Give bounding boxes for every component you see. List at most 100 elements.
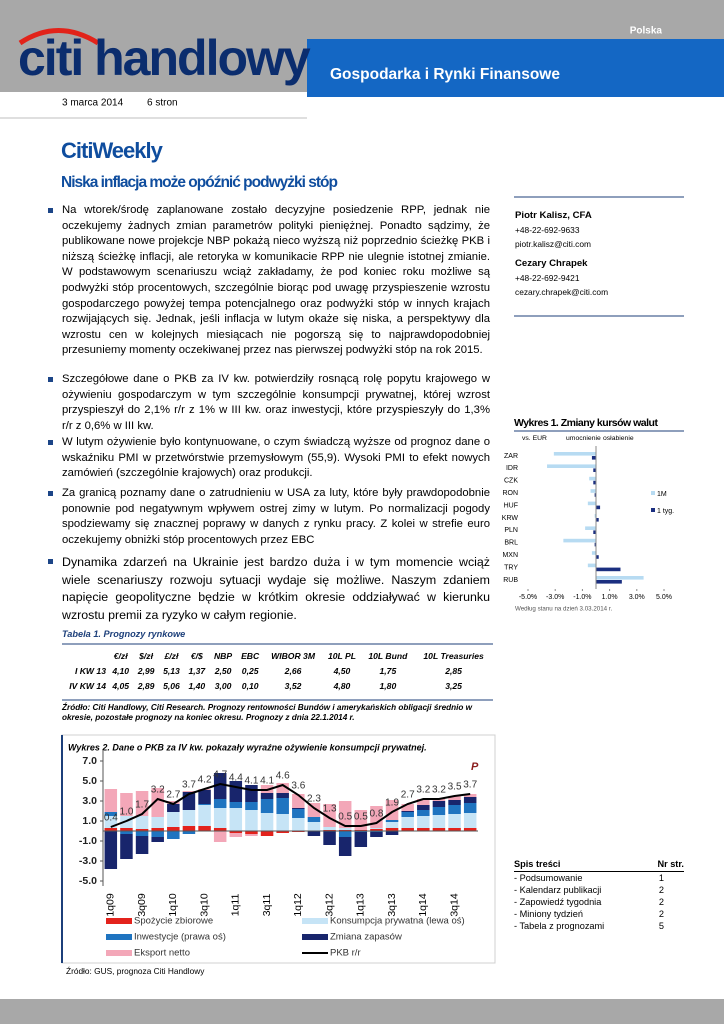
bar-segment — [245, 810, 258, 831]
legend-swatch — [651, 508, 655, 512]
bar — [593, 468, 596, 472]
forecast-table: €/zł $/zł £/zł €/$ NBP EBC WIBOR 3M 10L PL 10L B… — [62, 648, 493, 693]
x-tick-label: 1q11 — [230, 894, 242, 917]
y-tick-label: -1.0 — [79, 835, 97, 847]
bar-segment — [463, 797, 477, 803]
data-label: 1.3 — [323, 804, 337, 815]
data-label: 0.5 — [354, 812, 368, 823]
author-email: piotr.kalisz@citi.com — [515, 239, 591, 249]
toc-page: 2 — [658, 909, 664, 919]
author: Piotr Kalisz, CFA +48-22-692-9633 piotr.… — [515, 208, 592, 251]
bar-segment — [401, 812, 414, 817]
data-label: 4.7 — [213, 770, 227, 781]
bar-segment — [432, 828, 446, 831]
legend-swatch — [106, 950, 132, 956]
bar-segment — [307, 822, 321, 831]
category-label: CZK — [504, 478, 518, 485]
data-label: 2.7 — [401, 790, 415, 801]
country: Polska — [630, 26, 663, 37]
y-tick-label: 3.0 — [82, 795, 97, 807]
bar-segment — [448, 796, 461, 800]
bar — [553, 452, 596, 456]
bar-segment — [198, 805, 211, 826]
table-cell: 0,25 — [241, 665, 259, 676]
bar-segment — [245, 831, 258, 834]
bar — [591, 551, 596, 555]
toc-header: Nr str. — [657, 858, 684, 869]
bar-segment — [370, 806, 383, 828]
x-tick-label: 1.0% — [602, 594, 618, 601]
bar — [596, 567, 621, 572]
data-label: 1.0 — [119, 807, 133, 818]
bar-segment — [260, 793, 274, 799]
legend-label: Spożycie zbiorowe — [134, 916, 213, 927]
bar-segment — [167, 827, 180, 831]
pages: 6 stron — [147, 98, 178, 109]
bar — [591, 456, 596, 460]
bar — [594, 514, 596, 518]
category-label: BRL — [504, 540, 518, 547]
data-label: 3.6 — [291, 781, 305, 792]
bar-segment — [417, 805, 430, 810]
x-tick-label: 1q12 — [292, 893, 304, 917]
bar-segment — [245, 802, 258, 810]
data-label: 4.2 — [198, 775, 212, 786]
y-tick-label: 1.0 — [82, 815, 97, 827]
data-label: 4.4 — [229, 773, 243, 784]
table-cell: 5,13 — [163, 665, 180, 676]
table-header: €/zł — [113, 650, 128, 661]
bar-segment — [104, 812, 118, 816]
subtitle: Niska inflacja może opóźnić podwyżki stó… — [61, 174, 337, 191]
table-cell: 1,37 — [188, 665, 206, 676]
bar-segment — [323, 831, 336, 845]
legend-label: Zmiana zapasów — [330, 932, 402, 943]
data-label: 3.7 — [463, 780, 477, 791]
table-header: EBC — [241, 650, 260, 661]
data-label: 4.1 — [244, 776, 258, 787]
category-label: MXN — [502, 552, 518, 559]
bar-segment — [229, 833, 243, 837]
legend-label: Eksport netto — [134, 948, 190, 959]
bar-segment — [292, 809, 305, 818]
x-tick-label: 1q09 — [105, 893, 117, 917]
bar-segment — [401, 817, 414, 828]
toc: Spis treści Nr str. - Podsumowanie 1- Kalen… — [514, 856, 684, 932]
bar-segment — [354, 832, 368, 847]
bar-segment — [307, 817, 321, 822]
bar-segment — [385, 820, 399, 822]
bar-segment — [198, 826, 211, 831]
annotation: umocnienie — [566, 435, 601, 442]
annotation: P — [471, 761, 479, 773]
toc-item: - Miniony tydzień — [514, 909, 583, 919]
bullet: Dynamika zdarzeń na Ukrainie jest bardzo… — [46, 554, 490, 624]
table-title: Tabela 1. Prognozy rynkowe — [62, 629, 186, 639]
table-cell: 5,06 — [163, 680, 180, 691]
data-label: 4.6 — [276, 771, 290, 782]
bar — [594, 493, 596, 497]
bar — [596, 555, 599, 559]
bar — [596, 576, 644, 580]
bar-segment — [276, 783, 289, 793]
legend-swatch — [651, 491, 655, 495]
x-tick-label: 3q12 — [323, 893, 335, 917]
table-cell: 3,52 — [284, 680, 302, 691]
data-label: 1.9 — [385, 798, 399, 809]
bar-segment — [260, 831, 274, 836]
bar-segment — [167, 812, 180, 827]
annotation: osłabienie — [603, 435, 634, 442]
bar — [587, 563, 596, 568]
category-label: IDR — [506, 465, 518, 472]
bullet: W lutym ożywienie było kontynuowane, o c… — [46, 435, 490, 482]
table-cell: 2,89 — [137, 680, 155, 691]
legend-label: 1 tyg. — [657, 508, 674, 515]
x-tick-label: 3q09 — [136, 893, 148, 917]
bar — [596, 505, 601, 510]
y-tick-label: 5.0 — [82, 775, 97, 787]
bar-segment — [151, 828, 164, 831]
author: Cezary Chrapek +48-22-692-9421 cezary.ch… — [515, 256, 608, 299]
bar-segment — [135, 831, 149, 836]
table-cell: 1,80 — [379, 680, 397, 691]
toc-row: - Miniony tydzień 2 — [514, 908, 684, 920]
toc-page: 2 — [658, 885, 664, 895]
bar — [589, 476, 596, 481]
